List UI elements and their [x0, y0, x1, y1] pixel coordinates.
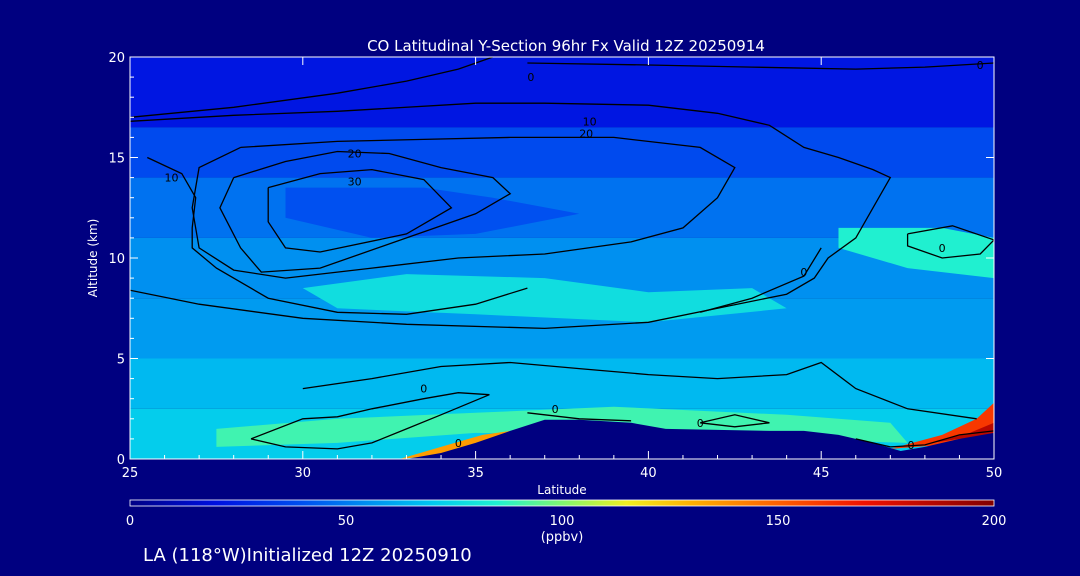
contour-label: 0	[455, 437, 462, 450]
contour-line	[147, 156, 528, 315]
field-band	[130, 127, 994, 178]
y-tick-label: 20	[108, 51, 125, 66]
colorbar-tick-label: 200	[982, 514, 1007, 529]
contour-label: 0	[552, 403, 559, 416]
contour-label: 20	[579, 127, 593, 140]
contour-label: 10	[164, 172, 178, 185]
field-band	[130, 358, 994, 409]
contour-line	[219, 150, 512, 273]
contour-line	[527, 412, 632, 422]
contour-label: 0	[939, 242, 946, 255]
y-tick-label: 5	[117, 353, 125, 368]
contour-label: 0	[800, 266, 807, 279]
contour-label: 0	[527, 71, 534, 84]
x-tick-label: 30	[295, 466, 312, 481]
field-band	[130, 177, 994, 238]
concentration-field	[130, 57, 994, 459]
chart-title: CO Latitudinal Y-Section 96hr Fx Valid 1…	[367, 37, 765, 55]
contour-line	[267, 168, 453, 253]
contour-line	[130, 102, 892, 330]
colorbar-ticks: 0 50 100 150 200	[126, 514, 1007, 529]
x-axis: 25 30 35 40 45 50	[122, 57, 1003, 481]
contour-label: 10	[583, 115, 597, 128]
field-feature-mid-lobe	[302, 274, 787, 323]
terrain-mask-shape	[406, 419, 994, 459]
colorbar-tick-label: 150	[766, 514, 791, 529]
x-tick-label: 50	[986, 466, 1003, 481]
location-info: LA (118°W)Initialized 12Z 20250910	[143, 545, 472, 566]
y-tick-label: 15	[108, 152, 125, 167]
contour-label: 0	[420, 383, 427, 396]
contour-line	[191, 136, 736, 279]
colorbar-tick-label: 0	[126, 514, 134, 529]
colorbar	[129, 499, 995, 507]
contour-label: 0	[697, 417, 704, 430]
contour-line	[527, 62, 994, 70]
contour-label: 0	[977, 59, 984, 72]
contour-line	[855, 430, 994, 448]
contour-line	[302, 361, 977, 420]
x-tick-label: 45	[813, 466, 830, 481]
contour-line	[250, 392, 490, 450]
y-axis-label: Altitude (km)	[86, 219, 100, 298]
contour-line	[130, 57, 494, 118]
x-tick-label: 40	[640, 466, 657, 481]
x-axis-label: Latitude	[537, 483, 586, 497]
colorbar-units: (ppbv)	[541, 530, 584, 545]
contour-label: 20	[348, 147, 362, 160]
field-feature-upper-core	[285, 187, 580, 238]
terrain-mask	[406, 419, 994, 459]
y-tick-label: 10	[108, 252, 125, 267]
y-tick-label: 0	[117, 453, 125, 468]
colorbar-tick-label: 100	[550, 514, 575, 529]
field-band	[130, 57, 994, 128]
contour-line	[906, 225, 994, 259]
contour-label: 30	[348, 176, 362, 189]
y-axis: 0 5 10 15 20	[108, 51, 994, 468]
x-tick-label: 25	[122, 466, 139, 481]
x-tick-label: 35	[467, 466, 484, 481]
contour-line	[700, 247, 822, 313]
contour-label: 0	[908, 439, 915, 452]
field-feature-surface-plume-35	[399, 430, 511, 459]
colorbar-tick-label: 50	[338, 514, 355, 529]
contour-line	[700, 414, 770, 428]
field-feature-right-high	[838, 227, 994, 279]
